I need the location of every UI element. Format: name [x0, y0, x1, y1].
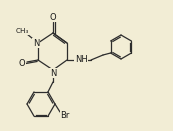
Text: CH₃: CH₃	[15, 28, 29, 34]
Text: Br: Br	[60, 111, 70, 119]
Text: N: N	[33, 39, 39, 48]
Text: N: N	[50, 69, 56, 78]
Text: NH: NH	[75, 56, 87, 64]
Text: O: O	[19, 59, 25, 67]
Text: O: O	[50, 12, 56, 21]
